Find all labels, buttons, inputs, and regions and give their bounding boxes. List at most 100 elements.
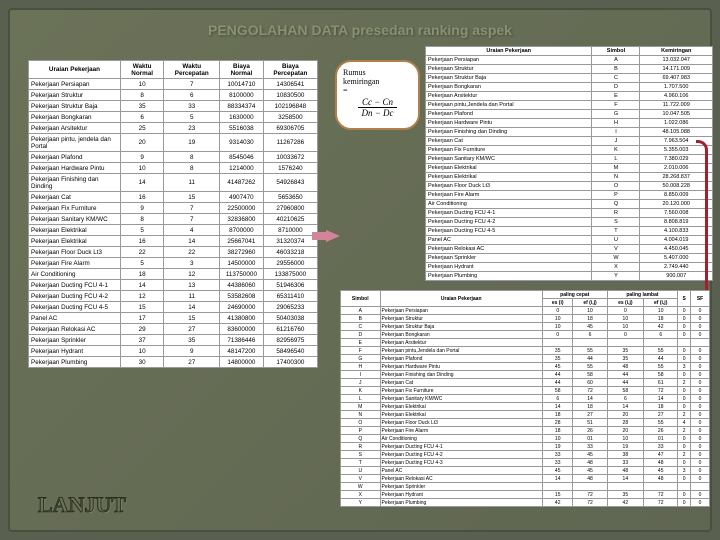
- table-row: BPekerjaan Struktur1018101800: [341, 315, 710, 323]
- table-row: Pekerjaan Hydrant1094814720058496540: [29, 346, 318, 357]
- table-row: Pekerjaan Finishing dan Dinding141141487…: [29, 174, 318, 192]
- arrow-pink: [326, 230, 340, 242]
- table-row: Pekerjaan Ducting FCU 4-2121153582608653…: [29, 291, 318, 302]
- table-row: RPekerjaan Ducting FCU 4-11933193300: [341, 443, 710, 451]
- table-row: Pekerjaan Sanitary KM/WC8732836800402106…: [29, 214, 318, 225]
- table-row: CPekerjaan Struktur Baja1045104200: [341, 323, 710, 331]
- table-row: Pekerjaan Ducting FCU 4-5151424690000290…: [29, 302, 318, 313]
- table-row: Pekerjaan Hardware PintuH1.022.086: [426, 119, 713, 128]
- table-row: Pekerjaan Floor Duck Lt32222382729604603…: [29, 247, 318, 258]
- table-row: Pekerjaan Elektrikal16142566704131320374: [29, 236, 318, 247]
- table-row: Pekerjaan PersiapanA13.032.047: [426, 56, 713, 65]
- col-header: paling cepat: [542, 291, 607, 299]
- table-row: Pekerjaan Hardware Pintu1081214000157624…: [29, 163, 318, 174]
- formula-label: Rumuskemiringan=: [343, 68, 412, 95]
- table-row: HPekerjaan Hardware Pintu4555485530: [341, 363, 710, 371]
- analysis-table: SimbolUraian Pekerjaanpaling cepatpaling…: [340, 290, 710, 507]
- table-row: JPekerjaan Cat4460446120: [341, 379, 710, 387]
- table-row: Pekerjaan Ducting FCU 4-2S8.808.819: [426, 218, 713, 227]
- table-row: Pekerjaan Fix FurnitureK5.355.003: [426, 146, 713, 155]
- table-row: APekerjaan Persiapan01001000: [341, 307, 710, 315]
- table-row: Pekerjaan Sprinkler37357138644682956975: [29, 335, 318, 346]
- col-header: SF: [691, 291, 710, 307]
- table-row: Pekerjaan Ducting FCU 4-1R7.560.008: [426, 209, 713, 218]
- table-row: OPekerjaan Floor Duck Lt32851285540: [341, 419, 710, 427]
- table-row: Pekerjaan CatJ7.963.504: [426, 137, 713, 146]
- col-header: Biaya Percepatan: [263, 61, 317, 79]
- table-row: Pekerjaan Persiapan1071001471014306541: [29, 79, 318, 90]
- table-row: KPekerjaan Fix Furniture5872587200: [341, 387, 710, 395]
- col-header: S: [678, 291, 691, 307]
- table-row: QAir Conditioning1001100100: [341, 435, 710, 443]
- table-row: TPekerjaan Ducting FCU 4-33348334800: [341, 459, 710, 467]
- table-row: Pekerjaan Relokasi AC2927836000006121676…: [29, 324, 318, 335]
- table-row: Pekerjaan PlumbingY900.007: [426, 272, 713, 281]
- table-row: Pekerjaan ArsitekturE4.960.106: [426, 92, 713, 101]
- table-row: XPekerjaan Hydrant1572357200: [341, 491, 710, 499]
- col-subheader: es (i,j): [607, 299, 644, 307]
- table-row: PPekerjaan Fire Alarm1826202620: [341, 427, 710, 435]
- formula-fraction: Cc − Cn Dn − Dc: [343, 97, 412, 118]
- table-row: EPekerjaan Arsitektur: [341, 339, 710, 347]
- col-header: paling lambat: [607, 291, 678, 299]
- table-row: Pekerjaan Floor Duck Lt3O50.008.228: [426, 182, 713, 191]
- table-row: UPanel AC4545484530: [341, 467, 710, 475]
- main-table: Uraian PekerjaanWaktu NormalWaktu Percep…: [28, 60, 318, 368]
- col-header: Uraian Pekerjaan: [29, 61, 121, 79]
- table-row: Pekerjaan Struktur BajaC69.407.983: [426, 74, 713, 83]
- table-row: Pekerjaan HydrantX2.749.440: [426, 263, 713, 272]
- table-row: Pekerjaan Elektrikal5487000008710000: [29, 225, 318, 236]
- table-row: Pekerjaan Bongkaran6516300003258500: [29, 112, 318, 123]
- table-row: LPekerjaan Sanitary KM/WC61461400: [341, 395, 710, 403]
- formula-box: Rumuskemiringan= Cc − Cn Dn − Dc: [335, 60, 420, 130]
- table-row: Pekerjaan Fire AlarmP8.850.009: [426, 191, 713, 200]
- table-row: SPekerjaan Ducting FCU 4-23345384720: [341, 451, 710, 459]
- table-row: Pekerjaan ElektrikalM2.010.006: [426, 164, 713, 173]
- table-row: Panel ACU4.004.019: [426, 236, 713, 245]
- table-row: Pekerjaan Ducting FCU 4-5T4.100.833: [426, 227, 713, 236]
- table-row: Pekerjaan Ducting FCU 4-1141344386060519…: [29, 280, 318, 291]
- table-row: Pekerjaan ElektrikalN28.268.837: [426, 173, 713, 182]
- col-header: Simbol: [592, 47, 640, 56]
- col-subheader: ef (i,j): [644, 299, 678, 307]
- table-row: GPekerjaan Plafond3544354400: [341, 355, 710, 363]
- table-row: Pekerjaan pintu, jendela dan Portal20199…: [29, 134, 318, 152]
- table-row: YPekerjaan Plumbing4272427200: [341, 499, 710, 507]
- table-row: Pekerjaan Sanitary KM/WCL7.380.029: [426, 155, 713, 164]
- col-header: Simbol: [341, 291, 381, 307]
- col-header: Kemiringan: [640, 47, 713, 56]
- col-subheader: ef (i,j): [573, 299, 607, 307]
- col-subheader: es (i): [542, 299, 573, 307]
- col-header: Uraian Pekerjaan: [380, 291, 542, 307]
- table-row: Air ConditioningQ20.120.000: [426, 200, 713, 209]
- page-title: PENGOLAHAN DATA presedan ranking aspek: [208, 22, 512, 38]
- table-row: Air Conditioning1812113750000133875000: [29, 269, 318, 280]
- col-header: Waktu Normal: [120, 61, 163, 79]
- table-row: Pekerjaan pintu,Jendela dan PortalF11.72…: [426, 101, 713, 110]
- table-row: Pekerjaan Relokasi ACV4.450.045: [426, 245, 713, 254]
- table-row: IPekerjaan Finishing dan Dinding44584458…: [341, 371, 710, 379]
- col-header: Uraian Pekerjaan: [426, 47, 592, 56]
- table-row: Pekerjaan SprinklerW5.407.000: [426, 254, 713, 263]
- table-row: Pekerjaan Fire Alarm531450000029556000: [29, 258, 318, 269]
- table-row: Pekerjaan Finishing dan DindingI48.105.0…: [426, 128, 713, 137]
- table-row: Pekerjaan Struktur86810000010830500: [29, 90, 318, 101]
- table-row: FPekerjaan pintu,Jendela dan Portal35553…: [341, 347, 710, 355]
- table-row: Pekerjaan Arsitektur2523551603869306705: [29, 123, 318, 134]
- table-row: MPekerjaan Elektrikal1418141800: [341, 403, 710, 411]
- table-row: Pekerjaan Plafond98854504610033672: [29, 152, 318, 163]
- lanjut-link[interactable]: LANJUT: [38, 492, 126, 518]
- table-row: Pekerjaan BongkaranD1.707.500: [426, 83, 713, 92]
- table-row: Pekerjaan PlafondG10.047.505: [426, 110, 713, 119]
- table-row: Pekerjaan Plumbing30271480000017400300: [29, 357, 318, 368]
- table-row: Pekerjaan Struktur Baja35338833437410219…: [29, 101, 318, 112]
- col-header: Biaya Normal: [220, 61, 264, 79]
- table-row: NPekerjaan Elektrikal1827202720: [341, 411, 710, 419]
- table-row: VPekerjaan Relokasi AC1448144800: [341, 475, 710, 483]
- symbol-table: Uraian PekerjaanSimbolKemiringan Pekerja…: [425, 46, 713, 281]
- table-row: Panel AC17154138080050403038: [29, 313, 318, 324]
- table-row: Pekerjaan StrukturB14.171.009: [426, 65, 713, 74]
- col-header: Waktu Percepatan: [164, 61, 220, 79]
- table-row: WPekerjaan Sprinkler: [341, 483, 710, 491]
- table-row: Pekerjaan Cat161549074705653650: [29, 192, 318, 203]
